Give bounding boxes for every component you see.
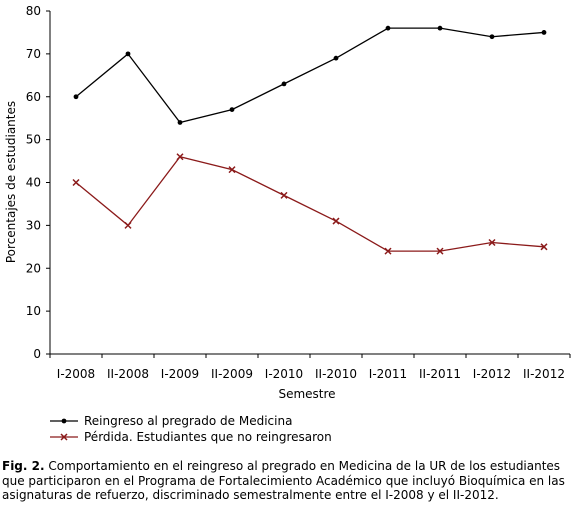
y-tick-label: 50	[26, 133, 41, 147]
x-tick-label: I-2011	[369, 367, 407, 381]
data-point	[176, 153, 184, 161]
data-point	[280, 191, 288, 199]
legend-marker	[61, 418, 67, 424]
data-point	[488, 238, 496, 247]
data-point	[73, 94, 79, 100]
y-tick-label: 80	[26, 4, 41, 18]
line-chart: 0 10 20 30 40 50 60 70 80 I-2008 II-2008 I-2009 II-…	[4, 4, 571, 444]
data-point	[489, 34, 495, 40]
x-tick-label: II-2008	[107, 367, 149, 381]
data-point	[125, 51, 131, 57]
x-ticks: I-2008 II-2008 I-2009 II-2009 I-2010 II-2010 I…	[49, 354, 571, 381]
x-tick-label: II-2009	[211, 367, 253, 381]
data-point	[229, 107, 235, 113]
series-layer	[72, 25, 548, 255]
y-tick-label: 20	[26, 261, 41, 275]
x-tick-label: I-2010	[265, 367, 303, 381]
y-tick-label: 70	[26, 47, 41, 61]
x-tick-label: II-2012	[523, 367, 565, 381]
y-tick-label: 30	[26, 218, 41, 232]
legend-label: Reingreso al pregrado de Medicina	[84, 414, 292, 428]
x-tick-label: I-2012	[473, 367, 511, 381]
data-point	[541, 30, 547, 35]
caption-label: Fig. 2.	[2, 459, 45, 473]
data-point	[540, 243, 548, 251]
x-tick-label: II-2011	[419, 367, 461, 381]
figure-caption: Fig. 2. Comportamiento en el reingreso a…	[2, 459, 580, 503]
y-axis-label: Porcentajes de estudiantes	[4, 101, 18, 263]
series-line-1	[75, 27, 545, 124]
x-tick-label: II-2010	[315, 367, 357, 381]
legend-label: Pérdida. Estudiantes que no reingresaron	[84, 430, 332, 444]
series-line-2	[75, 156, 545, 252]
y-tick-label: 10	[26, 304, 41, 318]
data-point	[437, 25, 443, 31]
data-point	[385, 25, 391, 31]
y-ticks: 0 10 20 30 40 50 60 70 80	[26, 4, 50, 361]
legend: Reingreso al pregrado de Medicina Pérdida…	[50, 414, 332, 444]
legend-marker	[60, 433, 68, 441]
data-point	[281, 81, 287, 87]
y-tick-label: 60	[26, 90, 41, 104]
y-tick-label: 0	[33, 347, 41, 361]
data-point	[333, 55, 339, 61]
data-point	[228, 166, 236, 174]
y-tick-label: 40	[26, 176, 41, 190]
x-tick-label: I-2008	[57, 367, 95, 381]
data-point	[124, 221, 132, 229]
caption-text: Comportamiento en el reingreso al pregra…	[2, 459, 565, 503]
data-point	[177, 120, 183, 125]
data-point	[332, 217, 340, 225]
data-point	[72, 178, 80, 187]
x-tick-label: I-2009	[161, 367, 199, 381]
data-point	[436, 247, 444, 255]
x-axis-label: Semestre	[278, 387, 335, 401]
data-point	[384, 247, 392, 255]
